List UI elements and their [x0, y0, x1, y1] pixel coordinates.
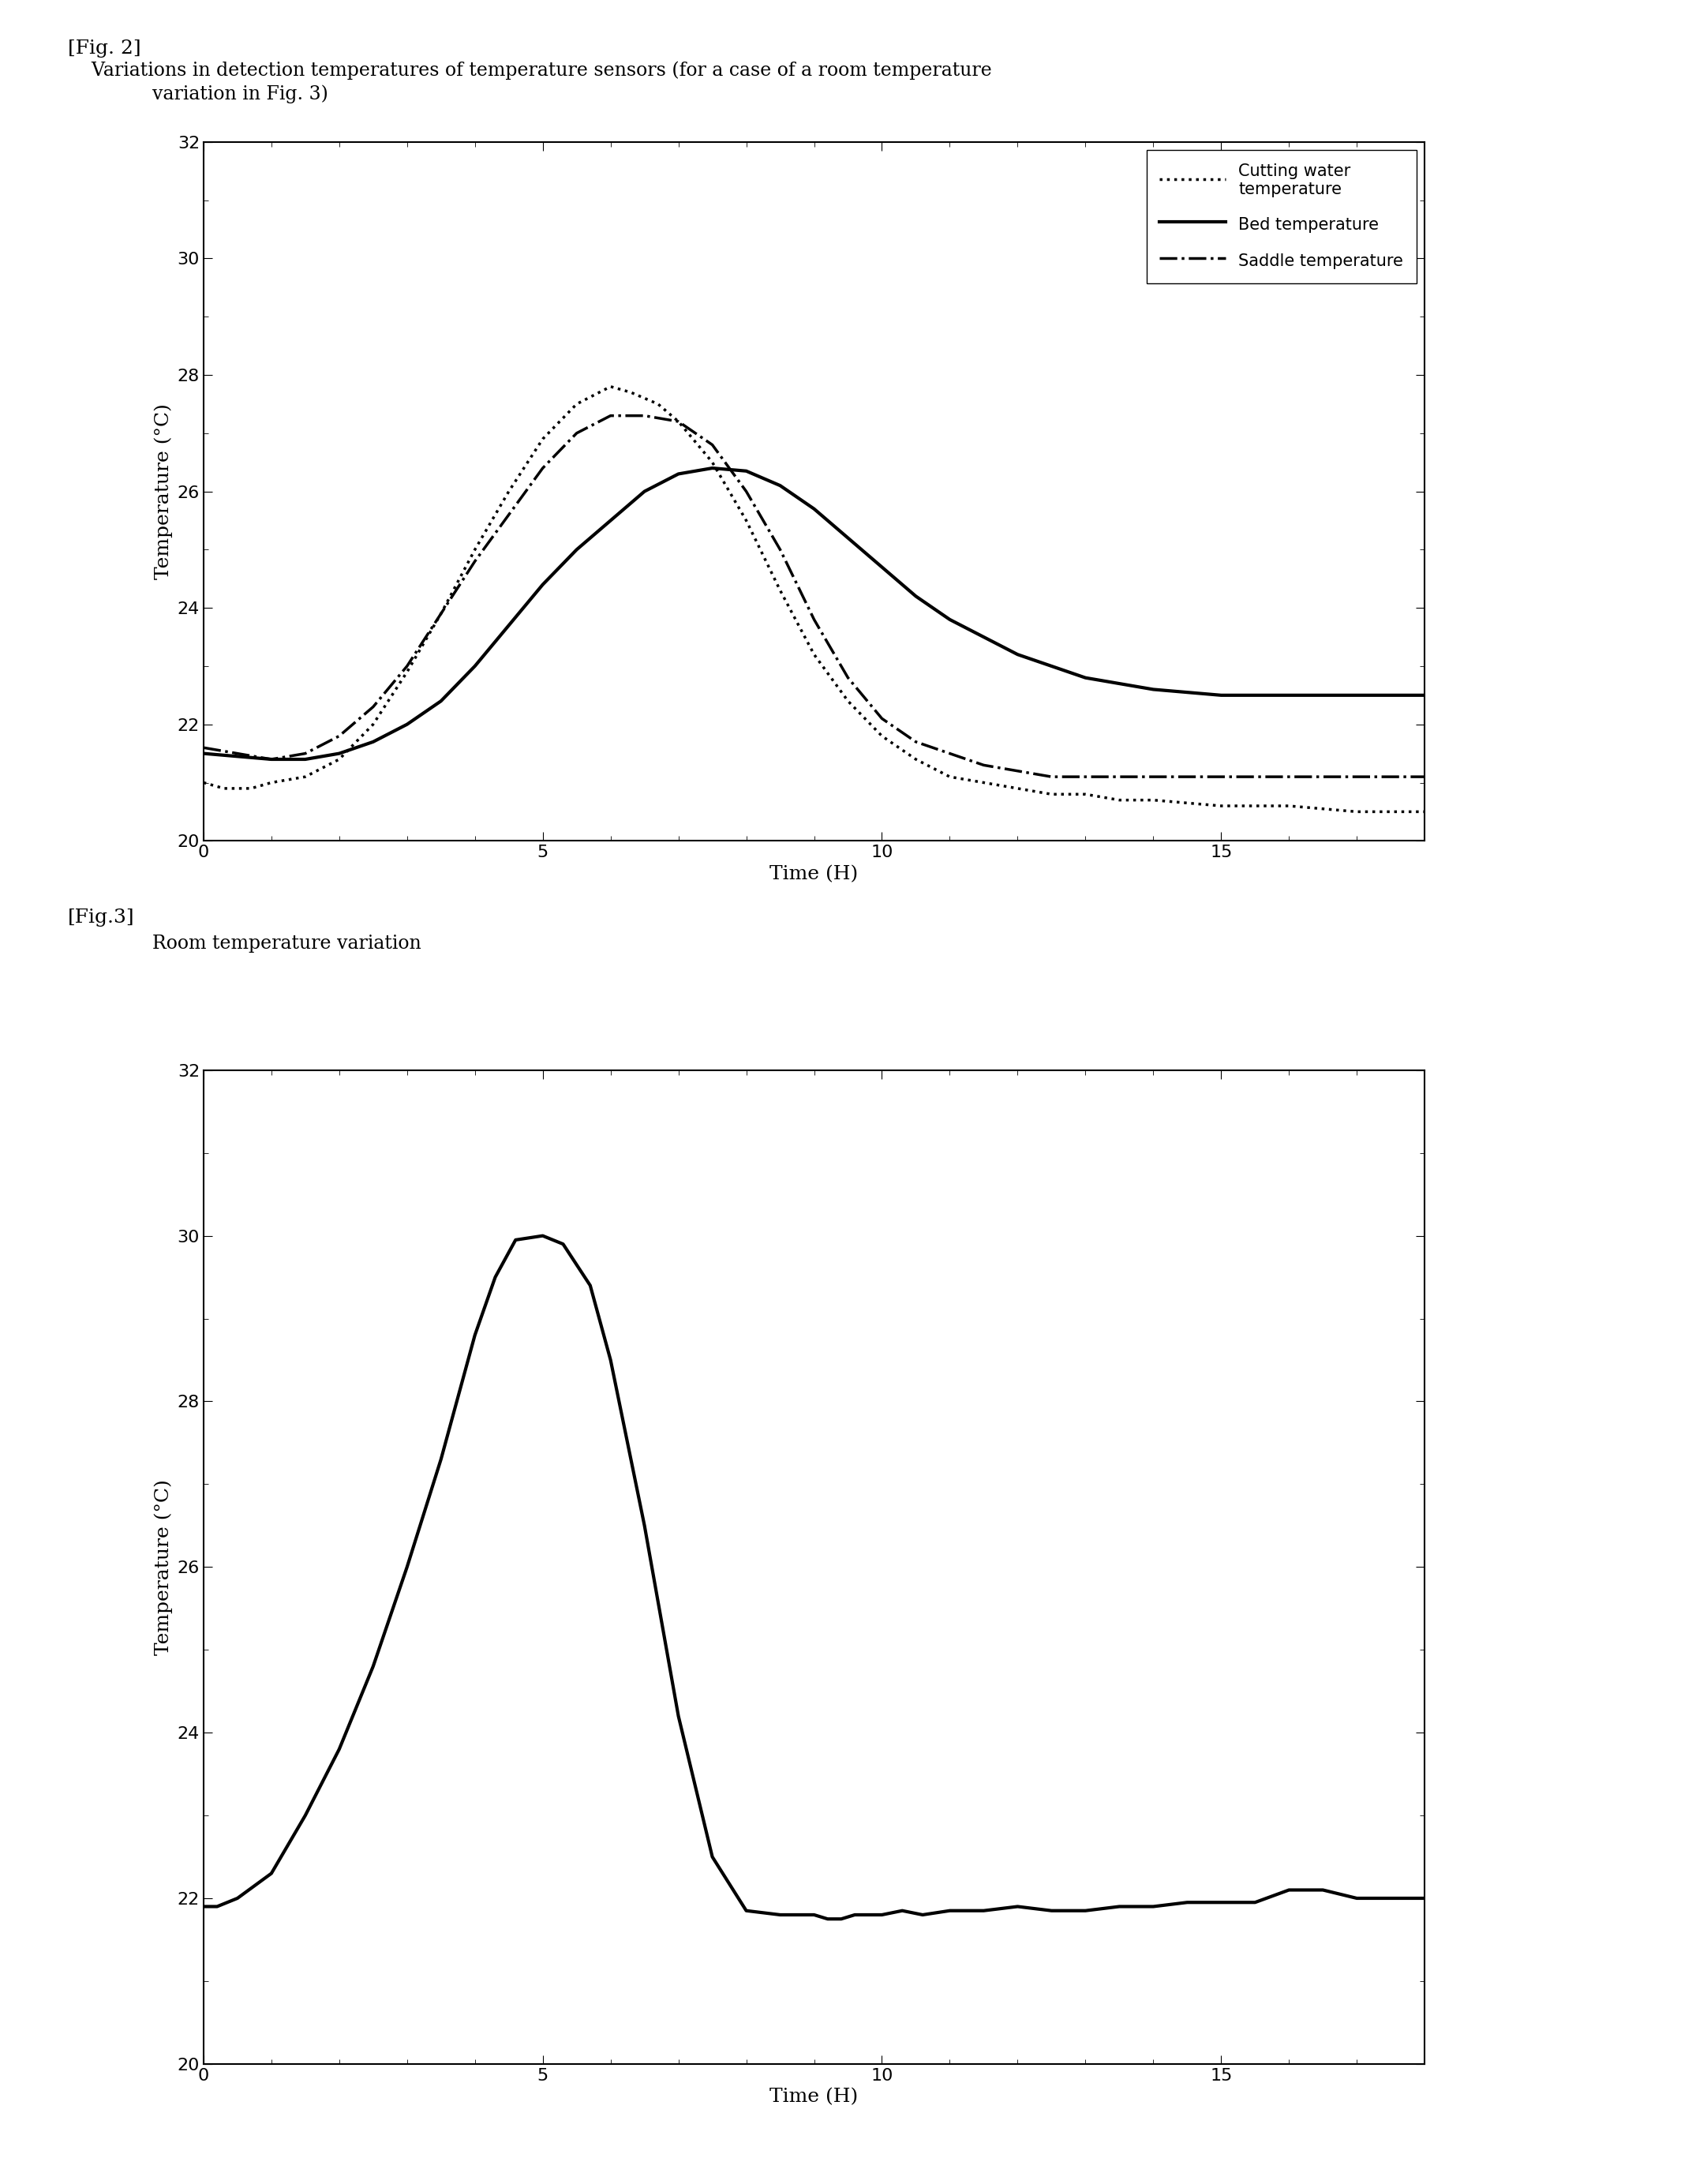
Text: variation in Fig. 3): variation in Fig. 3): [153, 85, 329, 105]
Y-axis label: Temperature (°C): Temperature (°C): [154, 1479, 173, 1655]
Text: Room temperature variation: Room temperature variation: [153, 935, 422, 952]
X-axis label: Time (H): Time (H): [770, 2088, 858, 2105]
Legend: Cutting water
temperature, Bed temperature, Saddle temperature: Cutting water temperature, Bed temperatu…: [1146, 151, 1416, 284]
Text: [Fig.3]: [Fig.3]: [68, 909, 134, 926]
X-axis label: Time (H): Time (H): [770, 865, 858, 882]
Text: [Fig. 2]: [Fig. 2]: [68, 39, 141, 57]
Y-axis label: Temperature (°C): Temperature (°C): [154, 404, 173, 579]
Text: Variations in detection temperatures of temperature sensors (for a case of a roo: Variations in detection temperatures of …: [68, 61, 992, 81]
